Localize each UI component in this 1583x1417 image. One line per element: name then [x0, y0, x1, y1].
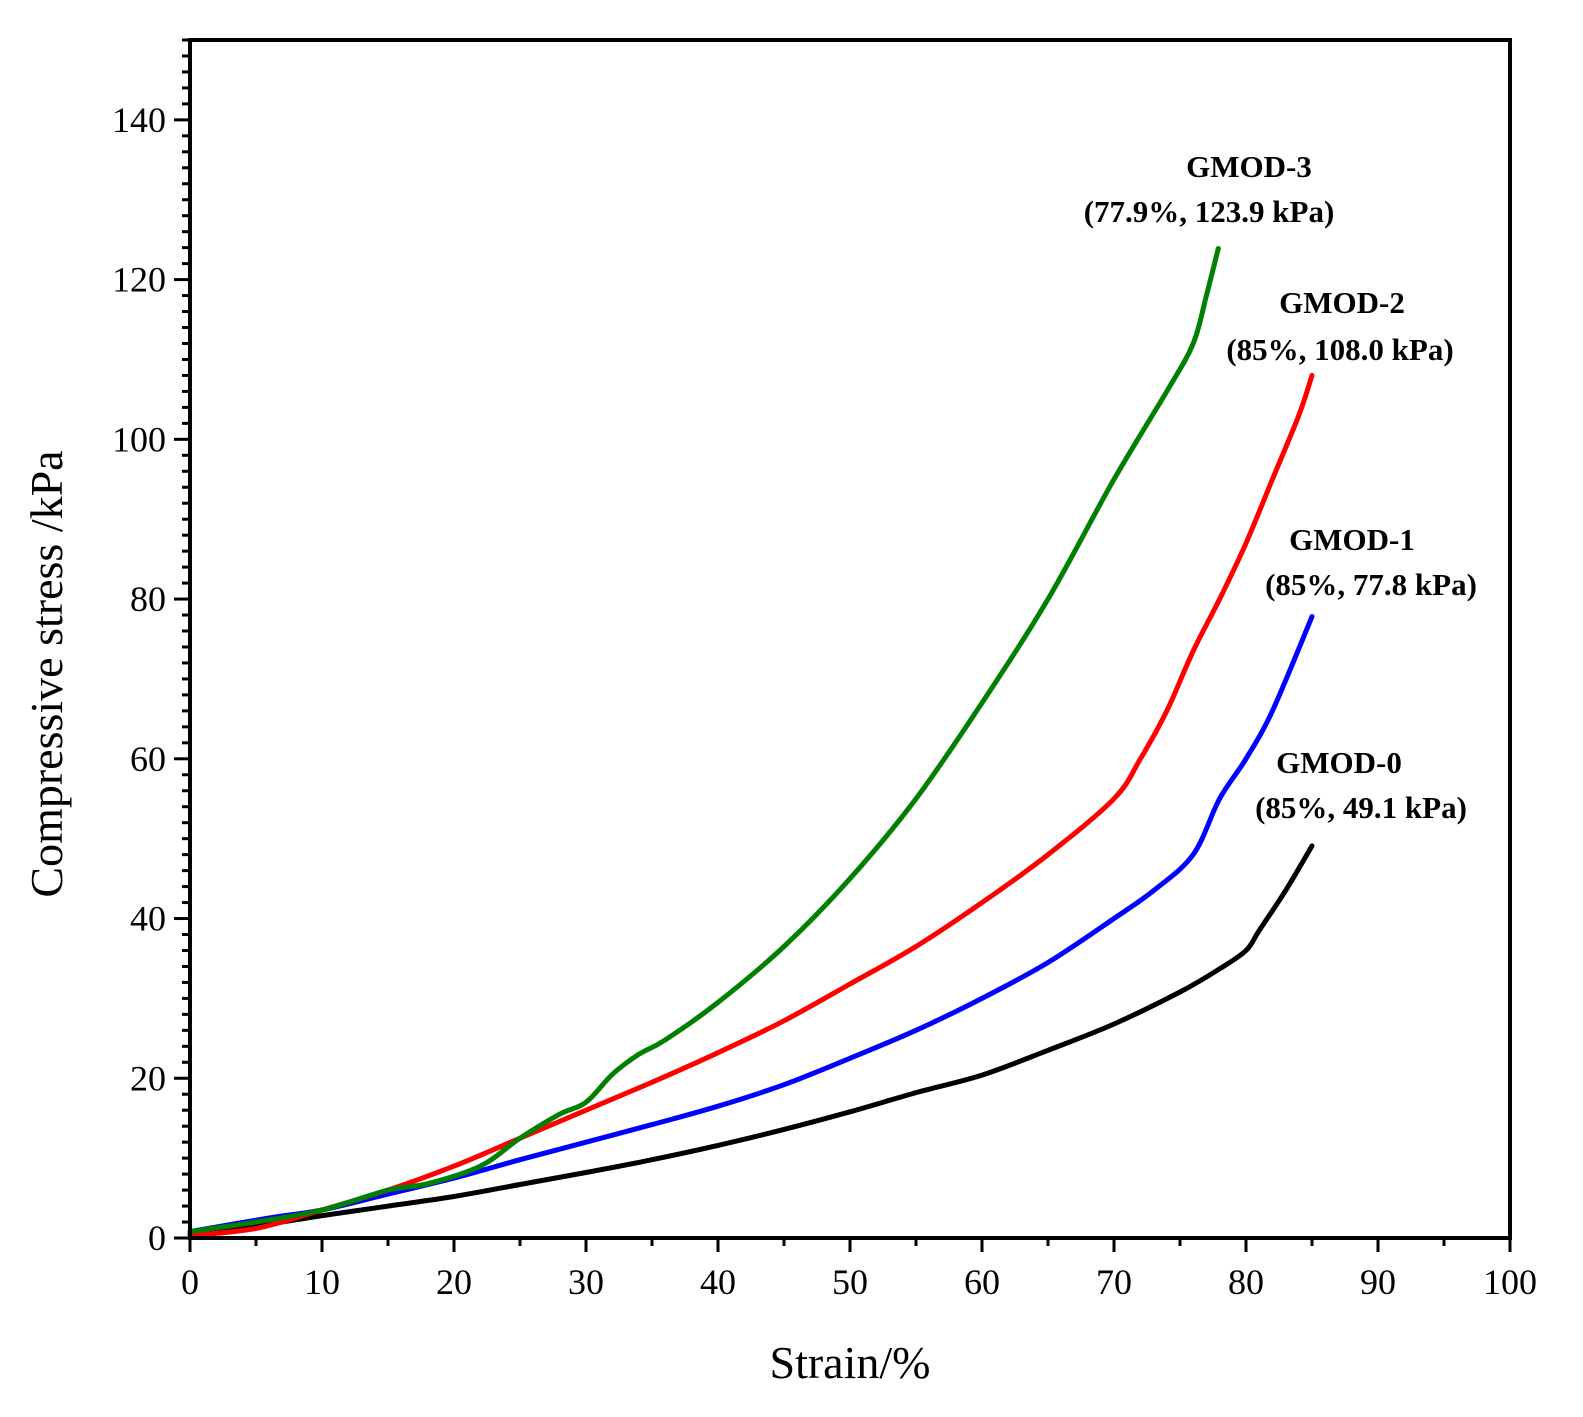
x-tick-label: 20 [436, 1262, 472, 1302]
annotation-gmod-0-name: GMOD-0 [1276, 745, 1402, 780]
x-tick-label: 30 [568, 1262, 604, 1302]
x-tick-label: 70 [1096, 1262, 1132, 1302]
y-tick-label: 20 [130, 1058, 166, 1098]
x-tick-label: 60 [964, 1262, 1000, 1302]
y-tick-label: 80 [130, 579, 166, 619]
x-tick-label: 50 [832, 1262, 868, 1302]
x-tick-label: 90 [1360, 1262, 1396, 1302]
y-tick-label: 0 [148, 1218, 166, 1258]
series-line-gmod-2 [187, 372, 1315, 1239]
y-tick-label: 140 [112, 100, 166, 140]
annotation-gmod-3-name: GMOD-3 [1186, 149, 1312, 184]
axes-layer: 0 10 20 30 40 50 60 70 80 90 100 0 20 40 60 80 100 120 140 [112, 38, 1537, 1302]
annotation-gmod-2-value: (85%, 108.0 kPa) [1226, 332, 1453, 367]
x-axis-title: Strain/% [770, 1337, 931, 1388]
x-tick-label: 80 [1228, 1262, 1264, 1302]
annotation-gmod-0-value: (85%, 49.1 kPa) [1255, 790, 1467, 825]
x-tick-label: 10 [304, 1262, 340, 1302]
annotation-gmod-3-value: (77.9%, 123.9 kPa) [1084, 194, 1335, 229]
x-tick-label: 40 [700, 1262, 736, 1302]
plot-frame [188, 38, 1512, 1240]
series-line-gmod-3 [187, 246, 1221, 1235]
series-line-gmod-0 [187, 843, 1315, 1237]
y-tick-label: 100 [112, 419, 166, 459]
annotation-gmod-1-value: (85%, 77.8 kPa) [1265, 567, 1477, 602]
x-tick-label: 100 [1483, 1262, 1537, 1302]
x-tick-label: 0 [181, 1262, 199, 1302]
annotation-gmod-1-name: GMOD-1 [1289, 522, 1415, 557]
series-layer [187, 246, 1315, 1239]
annotation-gmod-2-name: GMOD-2 [1279, 285, 1405, 320]
y-tick-label: 60 [130, 739, 166, 779]
y-tick-label: 120 [112, 260, 166, 300]
annotation-layer: GMOD-0 (85%, 49.1 kPa) GMOD-1 (85%, 77.8 kP… [1084, 149, 1477, 825]
y-axis-title: Compressive stress /kPa [21, 450, 72, 897]
y-tick-label: 40 [130, 899, 166, 939]
